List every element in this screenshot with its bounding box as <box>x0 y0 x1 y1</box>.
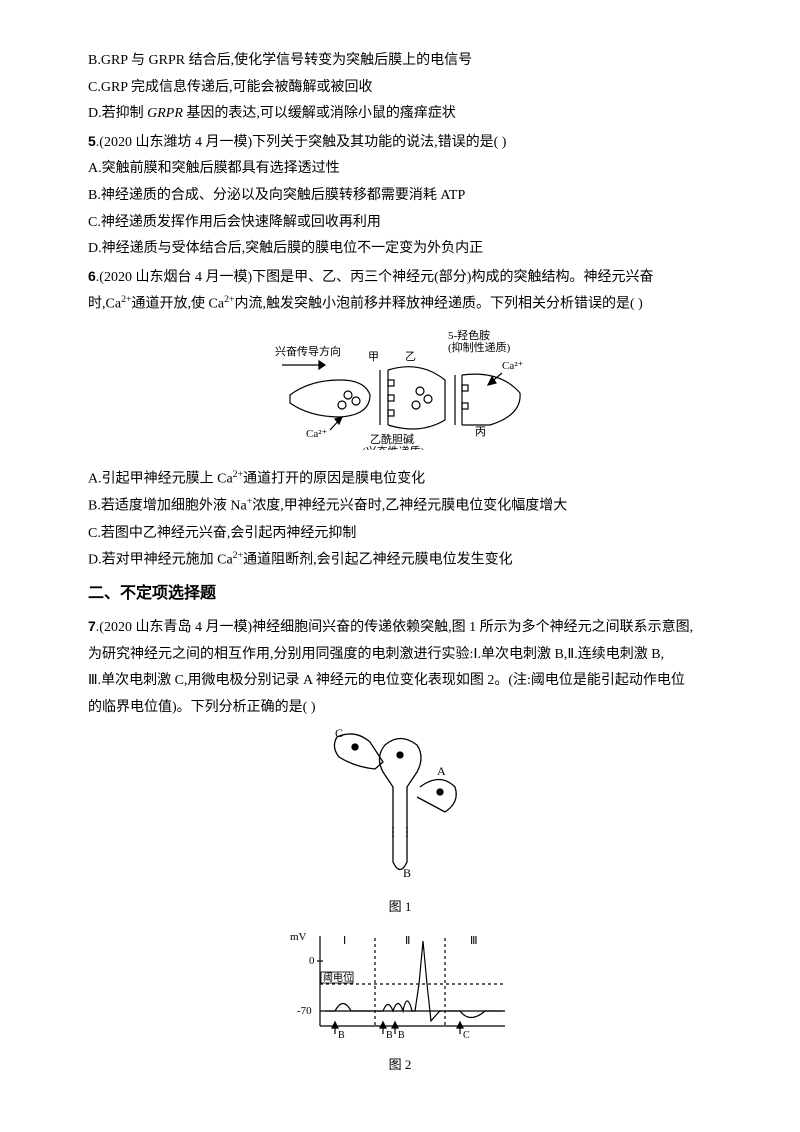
q5-b: B.神经递质的合成、分泌以及向突触后膜转移都需要消耗 ATP <box>88 183 712 210</box>
q7-potential-chart: mV Ⅰ Ⅱ Ⅲ 0 阈电位 -70 B B B C <box>285 926 515 1041</box>
q7-figure1: A B C 图 1 <box>88 727 712 919</box>
label-ca-right: Ca²⁺ <box>502 360 524 372</box>
sup-2plus: 2+ <box>121 294 131 305</box>
q6-b: B.若适度增加细胞外液 Na+浓度,甲神经元兴奋时,乙神经元膜电位变化幅度增大 <box>88 493 712 520</box>
q5-stem: 5.(2020 山东潍坊 4 月一模)下列关于突触及其功能的说法,错误的是( ) <box>88 128 712 157</box>
fig2-neg70: -70 <box>297 1005 312 1017</box>
fig2-arrB2: B <box>386 1030 393 1041</box>
q7-stem-l2: 为研究神经元之间的相互作用,分别用同强度的电刺激进行实验:Ⅰ.单次电刺激 B,Ⅱ… <box>88 642 712 669</box>
q6-figure: 兴奋传导方向 甲 乙 丙 5-羟色胺 (抑制性递质) Ca²⁺ Ca²⁺ 乙酰胆… <box>88 325 712 461</box>
fig2-mv: mV <box>290 931 307 943</box>
q6-b-pre: B.若适度增加细胞外液 Na <box>88 499 247 514</box>
q6-src: .(2020 山东烟台 4 月一模)下图是甲、乙、丙三个神经元(部分)构成的突触… <box>96 270 654 285</box>
label-direction: 兴奋传导方向 <box>275 344 341 358</box>
q7-neuron-diagram: A B C <box>325 727 475 882</box>
label-5ht-sub: (抑制性递质) <box>448 340 511 354</box>
section-2-title: 二、不定项选择题 <box>88 579 712 609</box>
q6-a-pre: A.引起甲神经元膜上 Ca <box>88 472 233 487</box>
fig1-label-b: B <box>403 866 411 880</box>
q7-stem-l1: 7.(2020 山东青岛 4 月一模)神经细胞间兴奋的传递依赖突触,图 1 所示… <box>88 613 712 642</box>
fig2-arrC: C <box>463 1030 470 1041</box>
label-yi: 乙 <box>405 350 416 363</box>
q6-a-post: 通道打开的原因是膜电位变化 <box>243 472 425 487</box>
q6-a: A.引起甲神经元膜上 Ca2+通道打开的原因是膜电位变化 <box>88 466 712 493</box>
fig1-label-a: A <box>437 764 446 778</box>
q6-l2-pre: 时,Ca <box>88 297 121 312</box>
option-d-italic: GRPR <box>147 106 183 121</box>
fig2-arrB1: B <box>338 1030 345 1041</box>
label-ach: 乙酰胆碱 <box>370 432 414 446</box>
q6-c: C.若图中乙神经元兴奋,会引起丙神经元抑制 <box>88 521 712 548</box>
sup-2plus: 2+ <box>233 469 243 480</box>
option-b: B.GRP 与 GRPR 结合后,使化学信号转变为突触后膜上的电信号 <box>88 48 712 75</box>
q5-c: C.神经递质发挥作用后会快速降解或回收再利用 <box>88 210 712 237</box>
q6-number: 6 <box>88 268 96 284</box>
q6-b-post: 浓度,甲神经元兴奋时,乙神经元膜电位变化幅度增大 <box>252 499 567 514</box>
q6-d-pre: D.若对甲神经元施加 Ca <box>88 553 233 568</box>
q5-number: 5 <box>88 133 96 149</box>
q7-figure2: mV Ⅰ Ⅱ Ⅲ 0 阈电位 -70 B B B C 图 2 <box>88 926 712 1078</box>
q7-stem-l3: Ⅲ.单次电刺激 C,用微电极分别记录 A 神经元的电位变化表现如图 2。(注:阈… <box>88 668 712 695</box>
q7-number: 7 <box>88 618 96 634</box>
fig2-arrB3: B <box>398 1030 405 1041</box>
fig2-II: Ⅱ <box>405 935 410 947</box>
sup-2plus: 2+ <box>224 294 234 305</box>
q5-d: D.神经递质与受体结合后,突触后膜的膜电位不一定变为外负内正 <box>88 236 712 263</box>
fig2-threshold: 阈电位 <box>323 971 353 984</box>
q7-stem-l4: 的临界电位值)。下列分析正确的是( ) <box>88 695 712 722</box>
q6-stem-l2: 时,Ca2+通道开放,使 Ca2+内流,触发突触小泡前移并释放神经递质。下列相关… <box>88 291 712 318</box>
option-d-post: 基因的表达,可以缓解或消除小鼠的瘙痒症状 <box>183 106 456 121</box>
sup-2plus: 2+ <box>233 550 243 561</box>
fig1-caption: 图 1 <box>88 895 712 920</box>
q7-src: .(2020 山东青岛 4 月一模)神经细胞间兴奋的传递依赖突触,图 1 所示为… <box>96 620 693 635</box>
q5-src: .(2020 山东潍坊 4 月一模)下列关于突触及其功能的说法,错误的是( ) <box>96 135 507 150</box>
fig2-zero: 0 <box>309 955 315 967</box>
option-d-pre: D.若抑制 <box>88 106 147 121</box>
label-ca-left: Ca²⁺ <box>306 428 328 440</box>
q6-l2-mid: 通道开放,使 Ca <box>132 297 225 312</box>
label-bing: 丙 <box>475 426 486 438</box>
q6-d-post: 通道阻断剂,会引起乙神经元膜电位发生变化 <box>243 553 513 568</box>
option-c: C.GRP 完成信息传递后,可能会被酶解或被回收 <box>88 75 712 102</box>
q6-stem-l1: 6.(2020 山东烟台 4 月一模)下图是甲、乙、丙三个神经元(部分)构成的突… <box>88 263 712 292</box>
fig2-III: Ⅲ <box>470 935 478 947</box>
q5-a: A.突触前膜和突触后膜都具有选择透过性 <box>88 156 712 183</box>
fig1-label-c: C <box>335 727 343 740</box>
label-jia: 甲 <box>368 351 379 363</box>
option-d: D.若抑制 GRPR 基因的表达,可以缓解或消除小鼠的瘙痒症状 <box>88 101 712 128</box>
label-5ht: 5-羟色胺 <box>448 328 490 342</box>
fig2-I: Ⅰ <box>343 935 346 947</box>
q6-l2-post: 内流,触发突触小泡前移并释放神经递质。下列相关分析错误的是( ) <box>235 297 643 312</box>
q6-synapse-diagram: 兴奋传导方向 甲 乙 丙 5-羟色胺 (抑制性递质) Ca²⁺ Ca²⁺ 乙酰胆… <box>270 325 530 450</box>
q6-d: D.若对甲神经元施加 Ca2+通道阻断剂,会引起乙神经元膜电位发生变化 <box>88 547 712 574</box>
fig2-caption: 图 2 <box>88 1053 712 1078</box>
